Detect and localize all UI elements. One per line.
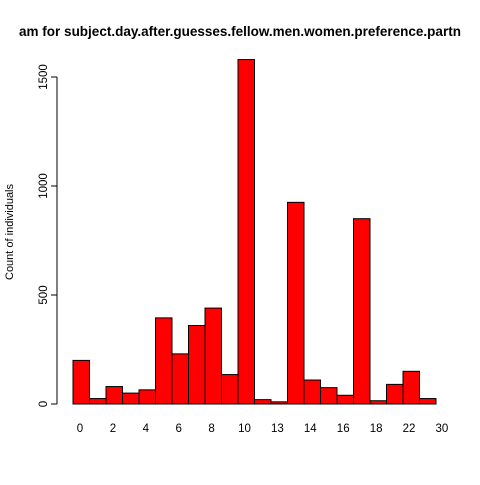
- histogram-bar: [419, 398, 437, 405]
- histogram-bar: [303, 379, 321, 405]
- x-axis-tick-label: 8: [208, 423, 214, 435]
- histogram-bar: [353, 218, 371, 405]
- histogram-bar: [122, 392, 140, 405]
- histogram-bar: [105, 386, 123, 405]
- bars-group: [72, 59, 437, 405]
- x-axis-tick-label: 22: [403, 423, 416, 435]
- y-axis-tick-label: 1000: [38, 173, 50, 199]
- x-axis-tick-label: 0: [77, 423, 83, 435]
- histogram-bar: [155, 317, 173, 405]
- x-axis-tick-label: 2: [110, 423, 116, 435]
- histogram-bar: [72, 359, 90, 405]
- x-axis-tick-label: 30: [436, 423, 449, 435]
- chart-title: am for subject.day.after.guesses.fellow.…: [19, 24, 461, 39]
- histogram-bar: [270, 401, 288, 405]
- x-axis-tick-label: 10: [238, 423, 251, 435]
- histogram-bar: [138, 389, 156, 405]
- x-axis-tick-label: 18: [370, 423, 383, 435]
- histogram-bar: [386, 383, 404, 405]
- histogram-bar: [320, 387, 338, 405]
- histogram-bar: [402, 370, 420, 405]
- x-axis-tick-labels: 0 2 4 6 8 10 13 14 16 18 22 30: [77, 423, 449, 435]
- x-axis-tick-label: 4: [143, 423, 150, 435]
- y-axis-tick-label: 1500: [38, 64, 50, 90]
- histogram-bar: [204, 307, 222, 405]
- histogram-bar: [254, 399, 272, 405]
- x-axis-tick-label: 6: [175, 423, 181, 435]
- x-axis-tick-label: 13: [271, 423, 284, 435]
- histogram-bar: [336, 394, 354, 405]
- x-axis-tick-label: 14: [304, 423, 317, 435]
- x-axis-tick-label: 16: [337, 423, 350, 435]
- histogram-bar: [188, 325, 206, 405]
- y-axis-label: Count of individuals: [4, 184, 16, 281]
- histogram-bar: [171, 353, 189, 405]
- histogram-bar: [287, 201, 305, 405]
- y-axis: 0 500 1000 1500: [38, 64, 58, 407]
- histogram-bar: [237, 59, 255, 405]
- histogram-bar: [221, 374, 239, 405]
- histogram-bar: [89, 398, 107, 405]
- y-axis-tick-label: 500: [38, 285, 50, 304]
- y-axis-tick-label: 0: [38, 401, 50, 407]
- histogram-bar: [369, 400, 387, 405]
